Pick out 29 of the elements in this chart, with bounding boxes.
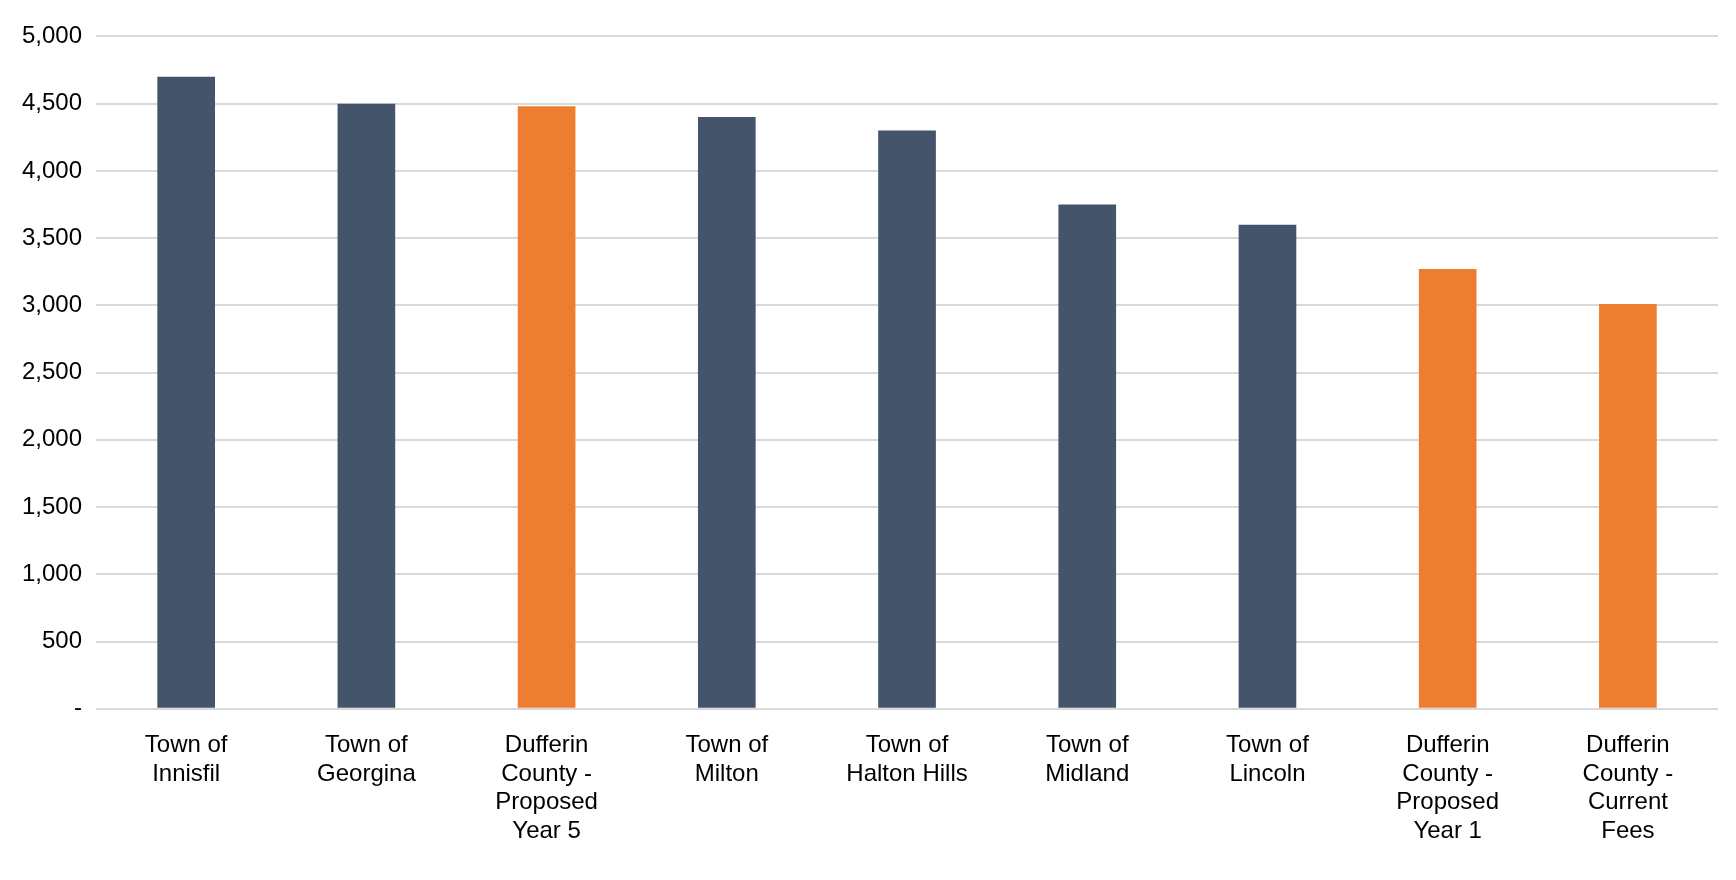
bar [1418,269,1477,708]
bar [517,106,576,708]
x-tick-label: Dufferin County - Proposed Year 5 [495,729,598,844]
bar [1058,204,1117,708]
x-tick-label: Dufferin County - Current Fees [1582,729,1674,844]
bar [337,103,396,708]
y-tick-label: 1,500 [22,491,83,519]
bar [157,76,215,708]
bar [1238,224,1297,708]
x-tick-label: Town of Lincoln [1226,729,1310,786]
y-tick-label: 4,500 [22,88,83,116]
x-tick-label: Town of Georgina [317,729,417,786]
y-tick-label: 3,000 [22,289,83,317]
x-tick-label: Dufferin County - Proposed Year 1 [1396,729,1500,844]
bar [878,130,936,708]
bar [1599,304,1657,708]
y-tick-label: 3,500 [22,222,83,250]
y-tick-label: 2,500 [22,357,83,385]
bar [697,117,756,708]
x-tick-label: Town of Innisfil [144,729,228,786]
y-tick-label: 1,000 [22,558,83,586]
x-tick-label: Town of Midland [1045,729,1130,786]
y-tick-label: - [74,693,83,721]
y-tick-label: 2,000 [22,424,83,452]
x-tick-label: Town of Halton Hills [846,729,968,786]
y-tick-label: 500 [42,626,83,654]
x-tick-label: Town of Milton [685,729,769,786]
y-tick-label: 4,000 [22,155,83,183]
y-tick-label: 5,000 [22,21,83,49]
